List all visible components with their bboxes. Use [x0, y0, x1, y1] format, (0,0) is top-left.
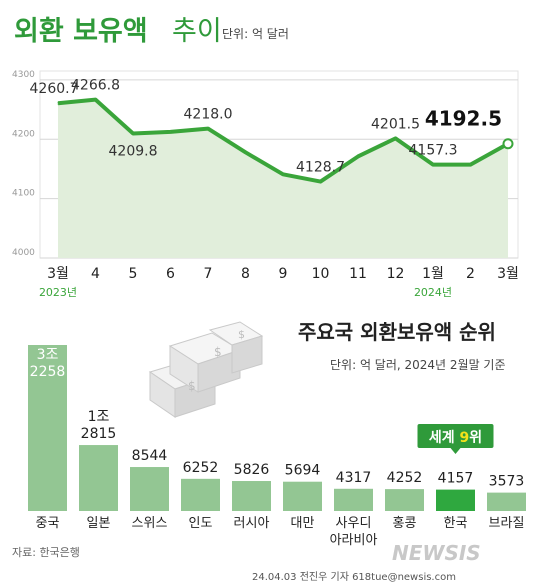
line-chart-title-light: 추이 — [172, 16, 222, 47]
y-tick-label: 4000 — [12, 248, 35, 258]
rank-callout-text: 세계 9위 — [429, 430, 482, 446]
bar-category-label: 러시아 — [234, 516, 270, 531]
x-tick-label: 9 — [279, 266, 288, 282]
bar-value-label: 1조 — [88, 409, 110, 425]
year-label-2024: 2024년 — [414, 286, 452, 299]
bar-value-label: 5694 — [285, 463, 321, 479]
y-tick-label: 4100 — [12, 189, 35, 199]
line-chart-title-bold: 외환 보유액 — [14, 16, 148, 47]
svg-text:$: $ — [188, 379, 196, 393]
bar-value-label: 4157 — [438, 471, 474, 487]
bar-category-label: 사우디 — [336, 516, 372, 531]
data-label: 4209.8 — [109, 143, 158, 159]
bar — [334, 488, 373, 511]
rank-callout-pointer — [450, 448, 461, 454]
data-label: 4218.0 — [184, 107, 233, 123]
bar-value-label: 4252 — [387, 470, 423, 486]
svg-text:$: $ — [214, 345, 222, 359]
data-label: 4128.7 — [296, 160, 345, 176]
bar — [385, 489, 424, 511]
bar-category-label: 한국 — [444, 516, 468, 531]
bar-value-label: 2815 — [81, 426, 117, 442]
line-chart-unit: 단위: 억 달러 — [222, 27, 289, 41]
rank-callout-box — [417, 424, 494, 448]
bar-category-label: 브라질 — [489, 516, 525, 531]
x-tick-label: 11 — [349, 266, 367, 282]
x-tick-label: 12 — [387, 266, 405, 282]
bar-value-label: 6252 — [183, 460, 219, 476]
bar — [436, 489, 475, 511]
bar-category-label: 스위스 — [132, 516, 168, 531]
bar-category-label: 일본 — [87, 516, 111, 531]
bar — [130, 467, 169, 511]
data-label: 4201.5 — [371, 116, 420, 132]
bar-chart-unit: 단위: 억 달러, 2024년 2월말 기준 — [330, 358, 506, 372]
source-text: 자료: 한국은행 — [12, 546, 80, 559]
bar-value-label: 2258 — [30, 364, 66, 380]
bar-value-label: 3조 — [37, 347, 59, 363]
bar-category-label: 중국 — [36, 516, 60, 531]
data-label: 4157.3 — [409, 143, 458, 159]
bar-chart-title: 주요국 외환보유액 순위 — [298, 320, 496, 344]
x-tick-label: 1월 — [422, 266, 444, 282]
bar — [487, 492, 526, 511]
x-tick-label: 7 — [204, 266, 213, 282]
x-tick-label: 2 — [466, 266, 475, 282]
y-tick-label: 4300 — [12, 70, 35, 80]
data-label: 4260.7 — [30, 81, 79, 97]
bar-chart-title-bold: 주요국 외환보유액 순위 — [298, 320, 496, 344]
data-label: 4266.8 — [71, 78, 120, 94]
x-tick-label: 3월 — [47, 266, 69, 282]
bar-category-label: 아라비아 — [330, 533, 378, 548]
watermark-logo: NEWSIS — [392, 541, 481, 565]
x-tick-label: 8 — [241, 266, 250, 282]
bar — [283, 481, 322, 511]
bar-category-label: 홍콩 — [393, 516, 417, 531]
x-tick-label: 3월 — [497, 266, 519, 282]
data-point — [502, 138, 514, 150]
year-label-2023: 2023년 — [39, 286, 77, 299]
bar-category-label: 대만 — [291, 516, 315, 531]
bar — [181, 478, 220, 511]
y-tick-label: 4200 — [12, 129, 35, 139]
x-tick-label: 4 — [91, 266, 100, 282]
x-tick-label: 5 — [129, 266, 138, 282]
bar-category-label: 인도 — [189, 516, 213, 531]
bar-value-label: 8544 — [132, 448, 168, 464]
bar — [28, 345, 67, 511]
credit-text: 24.04.03 전진우 기자 618tue@newsis.com — [252, 571, 456, 583]
x-tick-label: 10 — [312, 266, 330, 282]
bar-value-label: 4317 — [336, 470, 372, 486]
bar — [232, 481, 271, 511]
bar-value-label: 5826 — [234, 462, 270, 478]
svg-text:$: $ — [238, 328, 245, 341]
data-label: 4192.5 — [425, 107, 502, 131]
bar-value-label: 3573 — [489, 474, 525, 490]
money-stack-icon: $ $ $ — [148, 321, 264, 418]
bar — [79, 445, 118, 511]
x-tick-label: 6 — [166, 266, 175, 282]
